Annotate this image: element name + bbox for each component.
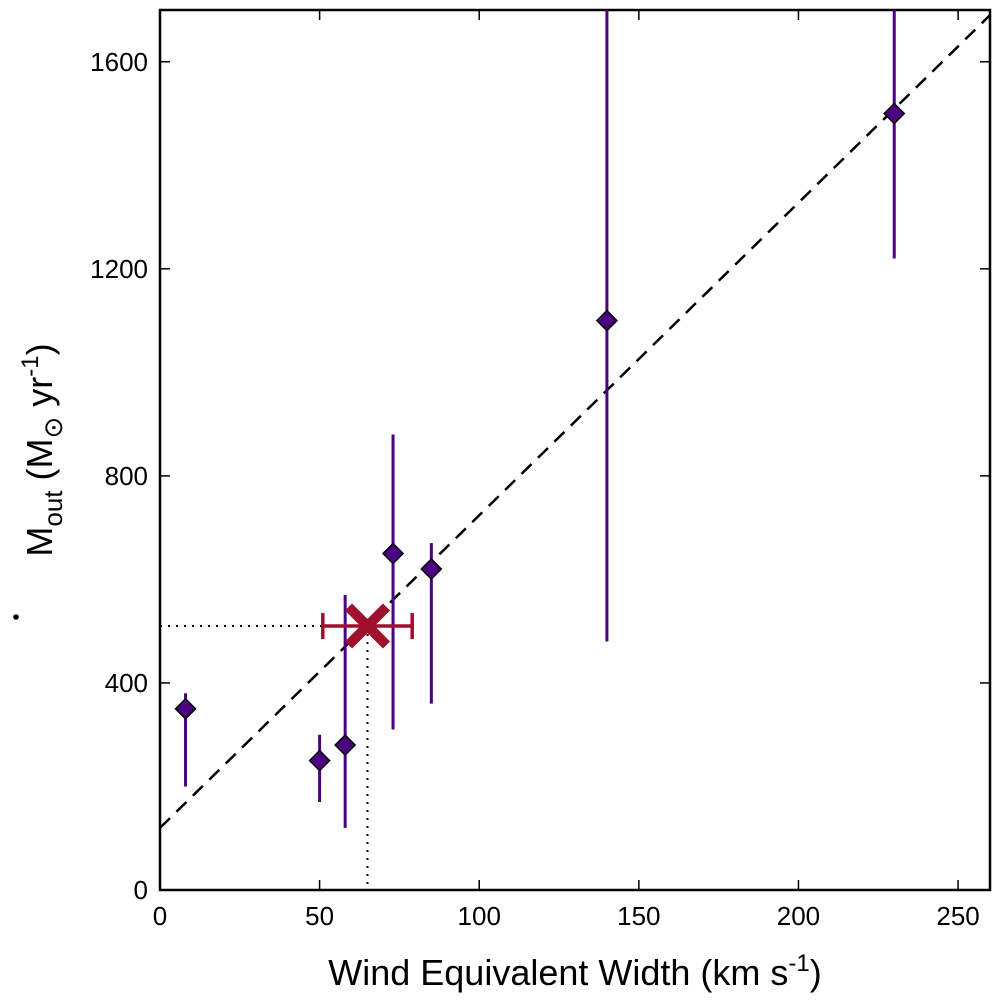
y-axis-label-symbol: M bbox=[19, 527, 60, 557]
fit-line bbox=[160, 14, 990, 829]
y-axis-label-odot: ⊙ bbox=[38, 417, 68, 439]
x-tick-label-150: 150 bbox=[617, 901, 660, 931]
x-tick-label-0: 0 bbox=[153, 901, 167, 931]
y-axis-label: Mout (M⊙ yr-1) bbox=[17, 343, 68, 556]
y-tick-label-1200: 1200 bbox=[90, 254, 148, 284]
y-axis-label-yr: yr bbox=[19, 377, 60, 417]
data-point-2 bbox=[334, 733, 357, 757]
x-axis-label-sup: -1 bbox=[788, 950, 809, 977]
y-axis-label-sup: -1 bbox=[17, 355, 44, 376]
x-axis-label-end: ) bbox=[810, 952, 822, 993]
y-tick-label-400: 400 bbox=[105, 668, 148, 698]
x-tick-label-50: 50 bbox=[305, 901, 334, 931]
data-point-0 bbox=[174, 697, 197, 720]
y-tick-label-0: 0 bbox=[134, 875, 148, 905]
x-tick-label-200: 200 bbox=[777, 901, 820, 931]
x-tick-label-100: 100 bbox=[458, 901, 501, 931]
x-axis-label: Wind Equivalent Width (km s-1) bbox=[328, 950, 822, 993]
y-tick-label-1600: 1600 bbox=[90, 47, 148, 77]
x-axis-label-main: Wind Equivalent Width (km s bbox=[328, 952, 788, 993]
data-point-5 bbox=[595, 309, 618, 332]
data-point-4 bbox=[420, 557, 443, 581]
plot-frame bbox=[158, 8, 992, 892]
y-axis-label-end: ) bbox=[19, 343, 60, 355]
mdot-dot bbox=[13, 614, 19, 620]
y-tick-label-800: 800 bbox=[105, 461, 148, 491]
highlight-marker-b bbox=[344, 603, 391, 649]
x-tick-label-250: 250 bbox=[936, 901, 979, 931]
data-point-3 bbox=[381, 542, 405, 565]
y-axis-label-sub: out bbox=[38, 490, 68, 527]
y-axis-label-unit: (M bbox=[19, 439, 60, 491]
data-point-1 bbox=[308, 749, 331, 772]
data-point-6 bbox=[883, 102, 906, 125]
